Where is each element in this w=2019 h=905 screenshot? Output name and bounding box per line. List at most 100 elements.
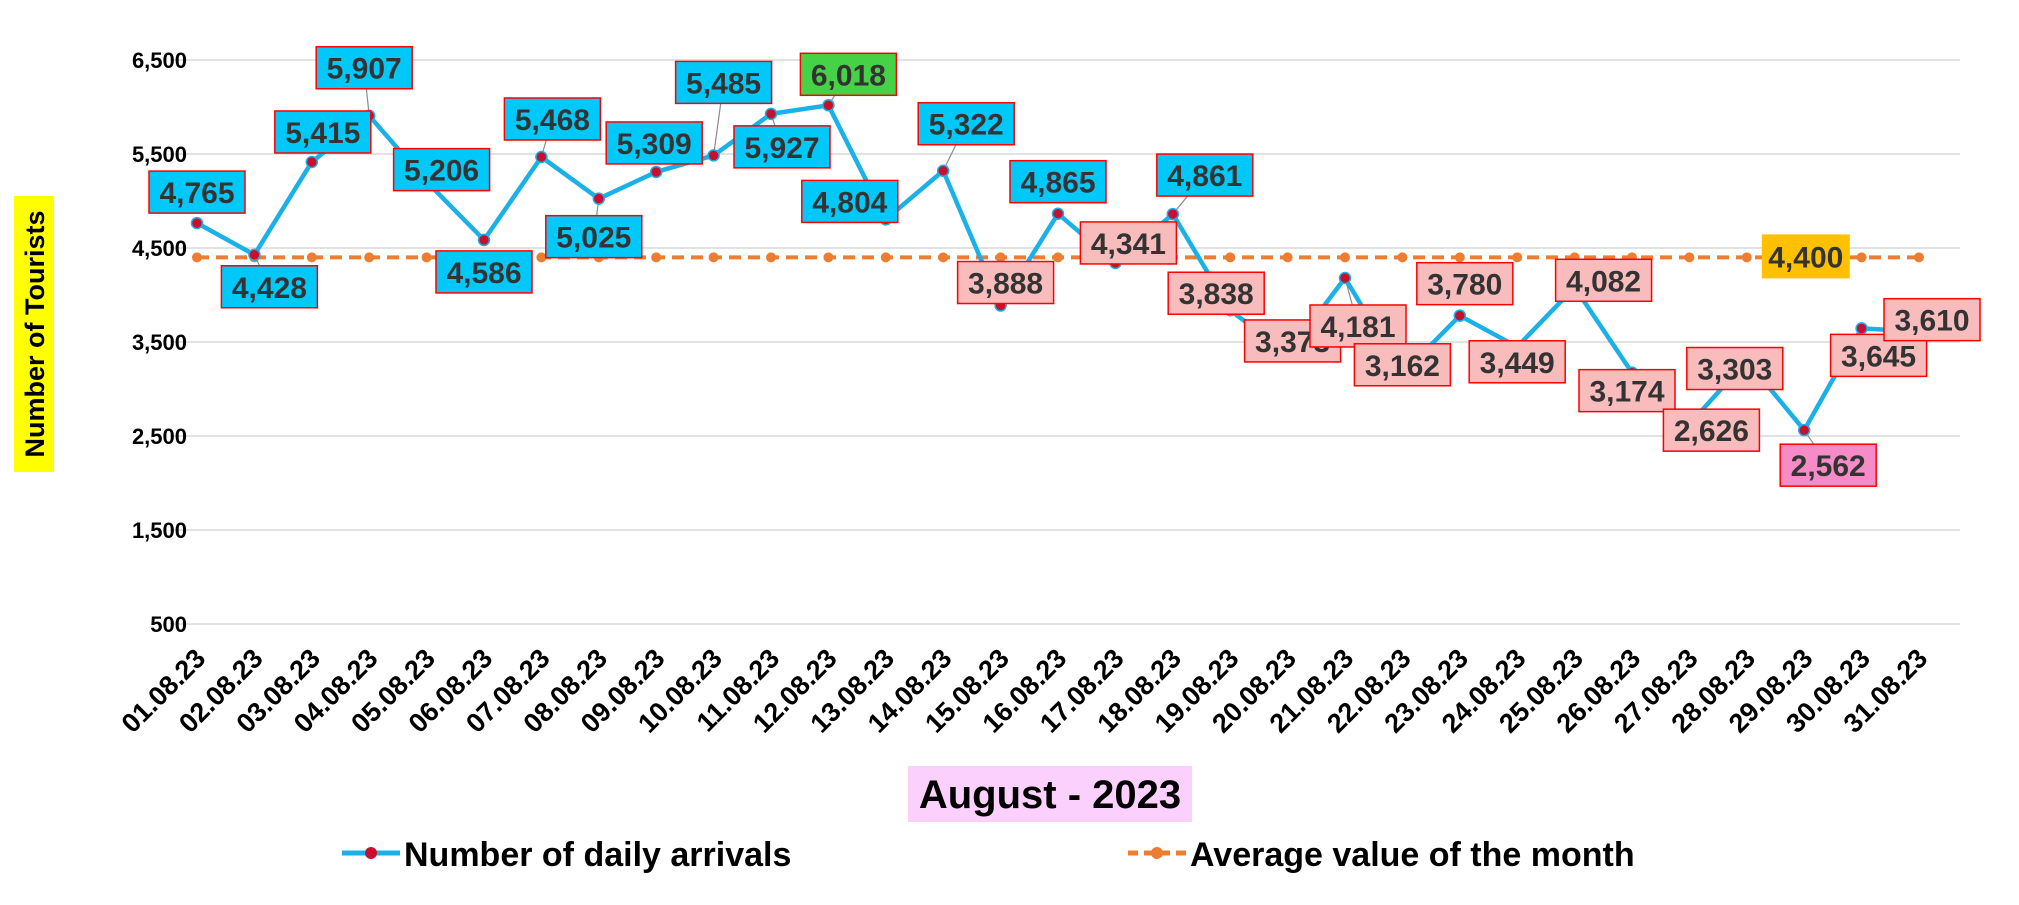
data-label-box xyxy=(503,97,602,141)
average-point xyxy=(995,252,1006,263)
average-value-label: 4,400 xyxy=(1761,234,1850,279)
average-point xyxy=(192,252,202,263)
average-point xyxy=(651,252,662,263)
data-label: 2,562 xyxy=(1779,443,1877,487)
x-axis-title: August - 2023 xyxy=(908,766,1192,822)
data-label-text: 4,341 xyxy=(1091,228,1166,261)
data-label-text: 5,468 xyxy=(515,104,590,137)
data-label-box xyxy=(1686,346,1784,391)
data-label: 3,888 xyxy=(956,260,1055,305)
data-label-box xyxy=(1156,153,1254,197)
legend-label-daily-arrivals: Number of daily arrivals xyxy=(404,836,791,874)
data-label-text: 2,562 xyxy=(1791,450,1866,483)
data-label-text: 4,865 xyxy=(1020,167,1095,200)
x-axis-tick-labels: 01.08.2302.08.2303.08.2304.08.2305.08.23… xyxy=(116,643,1934,739)
data-label-box xyxy=(1578,368,1676,413)
data-label-text: 2,626 xyxy=(1674,415,1749,448)
data-label-text: 4,082 xyxy=(1566,265,1641,298)
average-point xyxy=(1741,252,1752,263)
average-point xyxy=(1684,252,1695,263)
average-point xyxy=(1282,252,1293,263)
data-label: 4,341 xyxy=(1079,221,1178,265)
average-point xyxy=(306,252,317,263)
data-point xyxy=(1453,309,1467,322)
data-label-box xyxy=(1779,443,1877,487)
data-label-text: 3,645 xyxy=(1841,340,1916,373)
data-label-text: 5,322 xyxy=(929,109,1004,142)
data-label: 3,449 xyxy=(1468,340,1566,384)
legend-marker-average xyxy=(1151,847,1163,859)
data-label: 5,206 xyxy=(392,147,491,192)
data-label-text: 6,018 xyxy=(811,59,886,92)
average-value-label-box xyxy=(1761,234,1850,279)
data-label-text: 5,309 xyxy=(617,128,692,161)
average-point xyxy=(938,252,949,263)
data-label: 4,861 xyxy=(1156,153,1254,197)
data-label-text: 4,804 xyxy=(812,186,887,219)
data-label-box xyxy=(1167,271,1265,315)
data-label-box xyxy=(799,52,898,97)
data-label-box xyxy=(148,170,246,214)
y-tick-label: 2,500 xyxy=(132,424,187,449)
data-label: 5,468 xyxy=(503,97,602,141)
data-label: 5,907 xyxy=(315,45,413,90)
data-label: 3,838 xyxy=(1167,271,1265,315)
data-label-text: 5,485 xyxy=(686,67,761,100)
x-axis-title-text: August - 2023 xyxy=(919,773,1181,817)
data-label: 3,645 xyxy=(1829,333,1928,378)
data-label-box xyxy=(315,45,413,90)
average-point xyxy=(1397,252,1408,263)
y-axis-title-highlight xyxy=(14,196,54,472)
data-label-text: 3,162 xyxy=(1365,350,1440,383)
y-tick-label: 5,500 xyxy=(132,142,187,167)
data-label-box xyxy=(392,147,491,192)
y-tick-label: 500 xyxy=(150,612,187,637)
data-point xyxy=(248,248,261,262)
data-label: 5,415 xyxy=(274,110,372,154)
average-point xyxy=(1454,252,1465,263)
y-tick-label: 3,500 xyxy=(132,330,187,355)
data-label-text: 4,181 xyxy=(1320,311,1395,344)
data-label-text: 3,888 xyxy=(968,268,1043,301)
data-label-box xyxy=(545,214,643,259)
y-tick-label: 4,500 xyxy=(132,236,187,261)
data-label: 4,804 xyxy=(801,179,899,224)
average-point xyxy=(536,252,547,263)
legend-item-average: Average value of the month xyxy=(1128,836,1635,874)
data-point xyxy=(305,155,319,169)
data-label: 4,181 xyxy=(1309,304,1407,348)
y-tick-label: 1,500 xyxy=(132,518,187,543)
data-point xyxy=(190,216,204,230)
data-label-text: 5,907 xyxy=(327,53,402,86)
data-label-box xyxy=(674,60,773,105)
data-label-box xyxy=(274,110,372,154)
legend: Number of daily arrivals Average value o… xyxy=(342,836,1635,874)
data-label: 2,626 xyxy=(1662,408,1761,452)
gridlines xyxy=(170,59,1960,625)
average-point xyxy=(1512,252,1523,263)
data-point xyxy=(936,164,950,177)
data-label-text: 5,206 xyxy=(404,155,479,188)
legend-item-daily-arrivals: Number of daily arrivals xyxy=(342,836,791,874)
data-label-box xyxy=(1662,408,1761,452)
data-label-text: 3,174 xyxy=(1589,376,1664,409)
data-label-box xyxy=(917,101,1015,146)
average-point xyxy=(1340,252,1350,263)
data-label: 3,610 xyxy=(1883,297,1981,342)
data-label-text: 4,765 xyxy=(159,177,234,210)
data-label-box xyxy=(1468,340,1566,384)
data-label-box xyxy=(1554,258,1653,303)
data-label: 6,018 xyxy=(799,52,898,97)
average-point xyxy=(766,252,776,263)
data-point xyxy=(1855,322,1868,335)
data-label-box xyxy=(801,179,899,224)
y-axis-title: Number of Tourists xyxy=(14,196,54,472)
data-label: 5,322 xyxy=(917,101,1015,146)
data-label-box xyxy=(605,121,703,165)
data-label: 5,927 xyxy=(733,125,831,169)
average-point xyxy=(1053,252,1063,263)
data-label-text: 3,303 xyxy=(1697,354,1772,387)
data-point xyxy=(1797,423,1811,437)
data-point xyxy=(1051,207,1065,220)
data-label: 4,428 xyxy=(220,265,319,309)
